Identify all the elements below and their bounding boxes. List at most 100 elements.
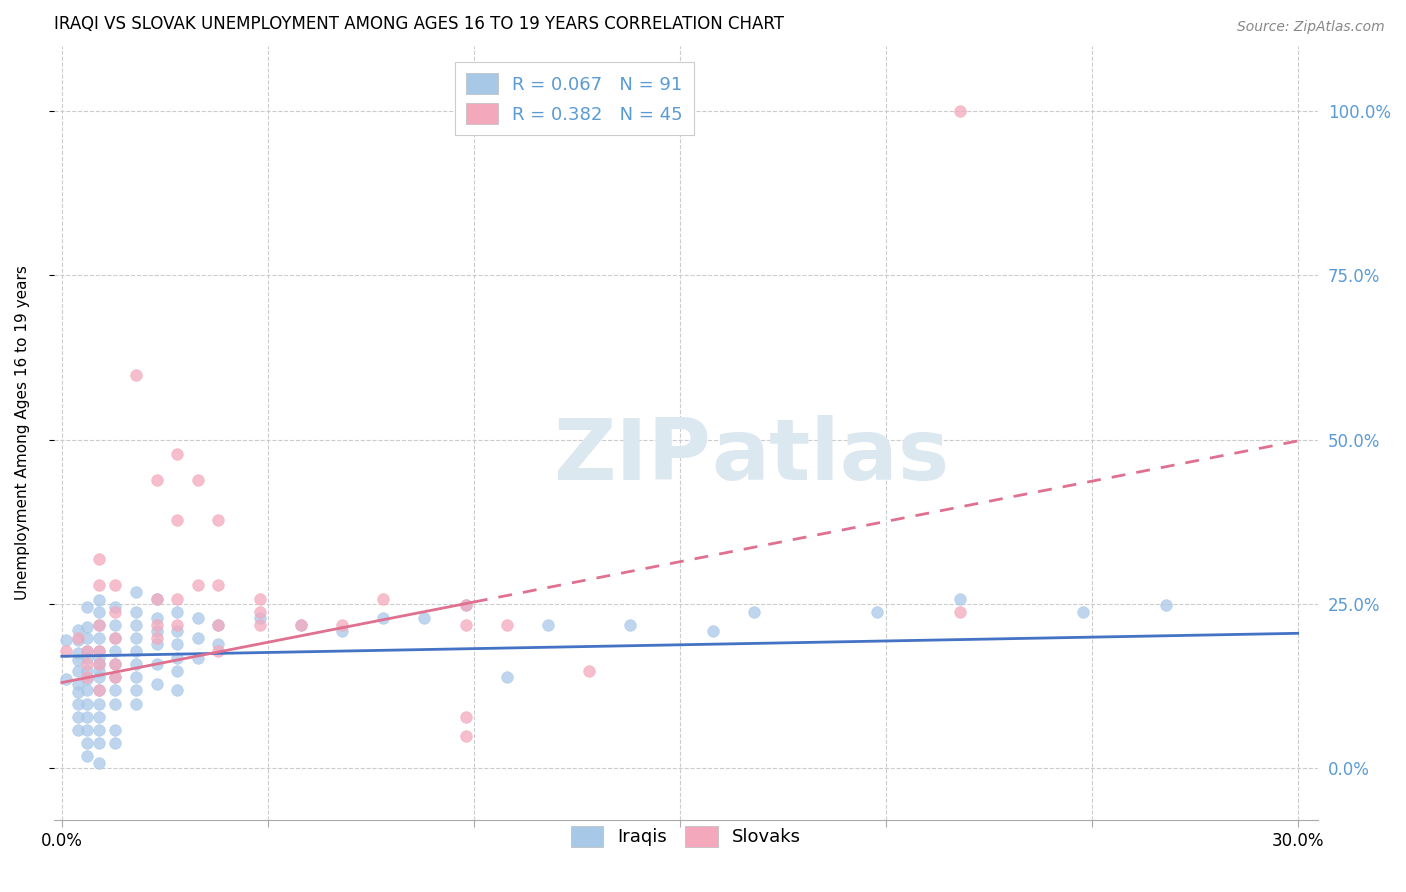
- Point: [145, 631, 167, 645]
- Point: [87, 657, 110, 672]
- Point: [67, 709, 90, 723]
- Point: [187, 631, 209, 645]
- Point: [619, 617, 641, 632]
- Point: [125, 617, 148, 632]
- Point: [742, 605, 765, 619]
- Point: [166, 664, 188, 678]
- Point: [67, 723, 90, 737]
- Point: [290, 617, 312, 632]
- Point: [166, 447, 188, 461]
- Point: [87, 605, 110, 619]
- Point: [166, 650, 188, 665]
- Point: [373, 591, 395, 606]
- Point: [104, 600, 127, 615]
- Point: [145, 591, 167, 606]
- Point: [76, 644, 98, 658]
- Point: [866, 605, 889, 619]
- Point: [87, 756, 110, 770]
- Point: [67, 623, 90, 637]
- Point: [104, 605, 127, 619]
- Point: [76, 600, 98, 615]
- Point: [454, 709, 477, 723]
- Point: [145, 611, 167, 625]
- Point: [55, 673, 77, 687]
- Point: [166, 605, 188, 619]
- Point: [125, 368, 148, 383]
- Point: [87, 683, 110, 698]
- Point: [207, 617, 229, 632]
- Point: [166, 513, 188, 527]
- Point: [87, 593, 110, 607]
- Point: [125, 605, 148, 619]
- Point: [87, 664, 110, 678]
- Point: [76, 673, 98, 687]
- Point: [104, 631, 127, 645]
- Point: [537, 617, 560, 632]
- Point: [87, 617, 110, 632]
- Point: [67, 697, 90, 711]
- Point: [67, 646, 90, 660]
- Point: [104, 657, 127, 672]
- Point: [290, 617, 312, 632]
- Point: [454, 598, 477, 612]
- Point: [145, 638, 167, 652]
- Point: [187, 611, 209, 625]
- Point: [76, 620, 98, 634]
- Point: [145, 624, 167, 639]
- Point: [1073, 605, 1095, 619]
- Point: [67, 631, 90, 645]
- Point: [1154, 598, 1177, 612]
- Point: [187, 578, 209, 592]
- Point: [76, 736, 98, 750]
- Point: [76, 657, 98, 672]
- Point: [125, 657, 148, 672]
- Point: [207, 513, 229, 527]
- Point: [454, 730, 477, 744]
- Point: [87, 736, 110, 750]
- Text: Source: ZipAtlas.com: Source: ZipAtlas.com: [1237, 20, 1385, 34]
- Point: [87, 657, 110, 672]
- Legend: Iraqis, Slovaks: Iraqis, Slovaks: [564, 819, 808, 854]
- Point: [145, 657, 167, 672]
- Point: [76, 683, 98, 698]
- Point: [55, 632, 77, 647]
- Point: [87, 697, 110, 711]
- Point: [166, 591, 188, 606]
- Point: [125, 644, 148, 658]
- Point: [104, 683, 127, 698]
- Point: [76, 723, 98, 737]
- Point: [104, 723, 127, 737]
- Point: [76, 709, 98, 723]
- Point: [125, 683, 148, 698]
- Point: [104, 670, 127, 684]
- Point: [87, 644, 110, 658]
- Point: [187, 473, 209, 487]
- Point: [249, 591, 271, 606]
- Point: [145, 473, 167, 487]
- Point: [145, 591, 167, 606]
- Point: [949, 104, 972, 119]
- Point: [87, 552, 110, 566]
- Point: [166, 617, 188, 632]
- Point: [104, 617, 127, 632]
- Point: [373, 611, 395, 625]
- Point: [166, 683, 188, 698]
- Point: [249, 605, 271, 619]
- Point: [187, 650, 209, 665]
- Point: [55, 644, 77, 658]
- Point: [67, 632, 90, 647]
- Point: [76, 749, 98, 764]
- Point: [76, 697, 98, 711]
- Point: [76, 650, 98, 665]
- Point: [454, 617, 477, 632]
- Point: [76, 670, 98, 684]
- Point: [104, 644, 127, 658]
- Point: [330, 624, 353, 639]
- Point: [166, 638, 188, 652]
- Point: [495, 670, 517, 684]
- Point: [949, 591, 972, 606]
- Point: [104, 736, 127, 750]
- Text: IRAQI VS SLOVAK UNEMPLOYMENT AMONG AGES 16 TO 19 YEARS CORRELATION CHART: IRAQI VS SLOVAK UNEMPLOYMENT AMONG AGES …: [53, 15, 783, 33]
- Point: [87, 631, 110, 645]
- Point: [495, 617, 517, 632]
